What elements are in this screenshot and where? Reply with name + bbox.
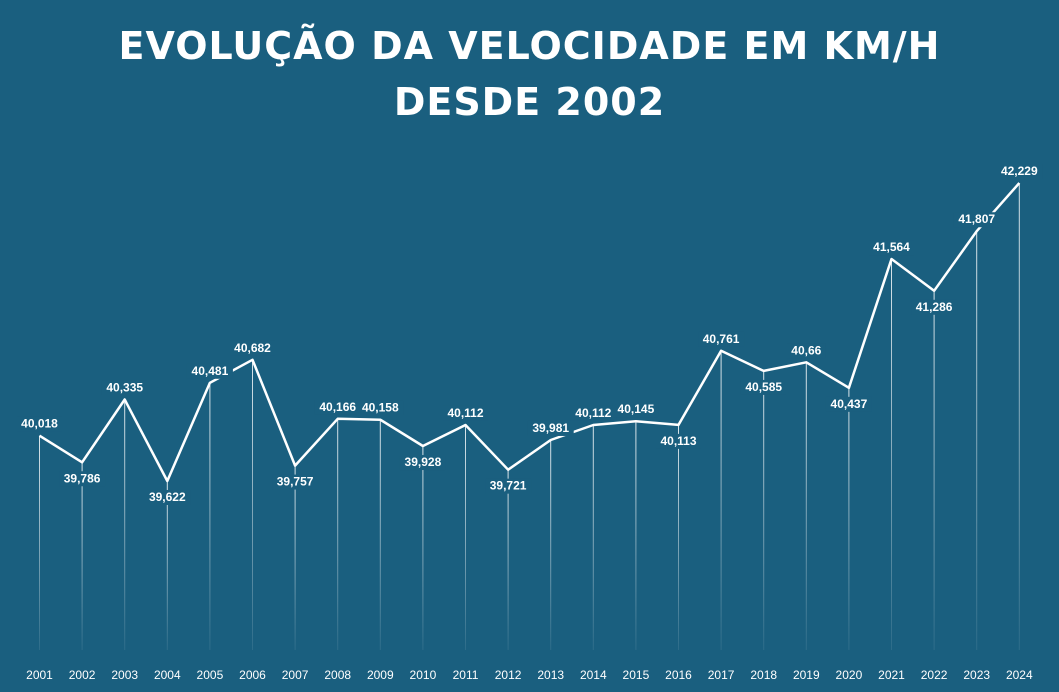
x-axis: 2001 2002 2003 2004 2005 2006 2007 2008 2009 2010…: [26, 668, 1033, 682]
value-label-bg: [996, 164, 1043, 179]
x-tick-label-2018: 2018: [750, 668, 777, 682]
value-label-bg: [272, 474, 319, 490]
velocity-line: [38, 182, 1021, 483]
value-label-bg: [399, 455, 446, 471]
x-tick-label-2010: 2010: [410, 668, 437, 682]
value-label-2005: 40,481: [192, 364, 229, 378]
value-label-2014: 40,112: [575, 406, 611, 420]
x-tick-label-2021: 2021: [878, 668, 905, 682]
x-tick-label-2009: 2009: [367, 668, 394, 682]
value-label-2016: 40,113: [660, 434, 696, 448]
x-tick-label-2022: 2022: [921, 668, 948, 682]
x-tick-label-2019: 2019: [793, 668, 820, 682]
value-label-bg: [786, 343, 826, 359]
value-label-2001: 40,018: [21, 417, 58, 431]
value-label-bg: [186, 363, 233, 379]
x-tick-label-2002: 2002: [69, 668, 96, 682]
value-label-2021: 41,564: [873, 240, 910, 254]
value-label-2003: 40,335: [106, 380, 143, 394]
chart-title: EVOLUÇÃO DA VELOCIDADE EM KM/H DESDE 200…: [0, 18, 1059, 130]
x-tick-label-2014: 2014: [580, 668, 607, 682]
value-label-2011: 40,112: [447, 406, 483, 420]
value-label-bg: [740, 379, 787, 395]
x-tick-label-2024: 2024: [1006, 668, 1033, 682]
value-label-2022: 41,286: [916, 300, 953, 314]
x-tick-label-2004: 2004: [154, 668, 181, 682]
chart-title-line-2: DESDE 2002: [393, 80, 666, 124]
value-label-bg: [698, 331, 745, 347]
x-tick-label-2005: 2005: [197, 668, 224, 682]
value-label-bg: [16, 416, 63, 432]
value-label-bg: [655, 433, 702, 449]
value-label-2010: 39,928: [405, 455, 442, 469]
value-label-2024: 42,229: [1001, 164, 1038, 178]
value-label-bg: [314, 399, 361, 415]
value-label-bg: [527, 420, 574, 436]
x-tick-label-2001: 2001: [26, 668, 53, 682]
value-label-2023: 41,807: [958, 212, 995, 226]
x-tick-label-2013: 2013: [537, 668, 564, 682]
x-tick-label-2020: 2020: [836, 668, 863, 682]
x-tick-label-2006: 2006: [239, 668, 266, 682]
value-label-2006: 40,682: [234, 341, 271, 355]
value-label-bg: [612, 402, 659, 418]
value-label-bg: [101, 380, 148, 396]
series-line: [38, 182, 1021, 483]
value-label-bg: [825, 396, 872, 412]
value-label-2007: 39,757: [277, 475, 314, 489]
x-tick-label-2015: 2015: [623, 668, 650, 682]
x-tick-label-2016: 2016: [665, 668, 692, 682]
value-label-bg: [442, 405, 489, 421]
value-label-bg: [868, 240, 915, 256]
x-tick-label-2011: 2011: [453, 668, 479, 682]
value-label-2002: 39,786: [64, 471, 101, 485]
value-label-2019: 40,66: [791, 343, 821, 357]
x-tick-label-2007: 2007: [282, 668, 309, 682]
drop-lines: [39, 182, 1020, 651]
value-label-bg: [911, 299, 958, 315]
x-tick-label-2008: 2008: [324, 668, 351, 682]
x-tick-label-2017: 2017: [708, 668, 735, 682]
value-label-bg: [570, 405, 617, 421]
value-label-2013: 39,981: [532, 421, 569, 435]
value-label-bg: [357, 400, 404, 416]
value-label-bg: [953, 212, 1000, 228]
value-label-2018: 40,585: [745, 380, 782, 394]
value-label-2009: 40,158: [362, 401, 399, 415]
x-tick-label-2003: 2003: [111, 668, 138, 682]
value-labels: 40,018 39,786 40,335 39,622 40,481 40,682 39,7…: [16, 164, 1043, 505]
value-label-bg: [59, 471, 106, 487]
x-tick-label-2023: 2023: [963, 668, 990, 682]
value-label-2004: 39,622: [149, 490, 186, 504]
value-label-2012: 39,721: [490, 479, 527, 493]
value-label-bg: [144, 490, 191, 505]
value-label-bg: [485, 478, 532, 494]
value-label-2020: 40,437: [831, 397, 868, 411]
value-label-2008: 40,166: [319, 400, 356, 414]
chart-title-line-1: EVOLUÇÃO DA VELOCIDADE EM KM/H: [118, 24, 941, 68]
x-tick-label-2012: 2012: [495, 668, 522, 682]
value-label-2015: 40,145: [618, 402, 655, 416]
value-label-2017: 40,761: [703, 332, 740, 346]
value-label-bg: [229, 340, 276, 356]
